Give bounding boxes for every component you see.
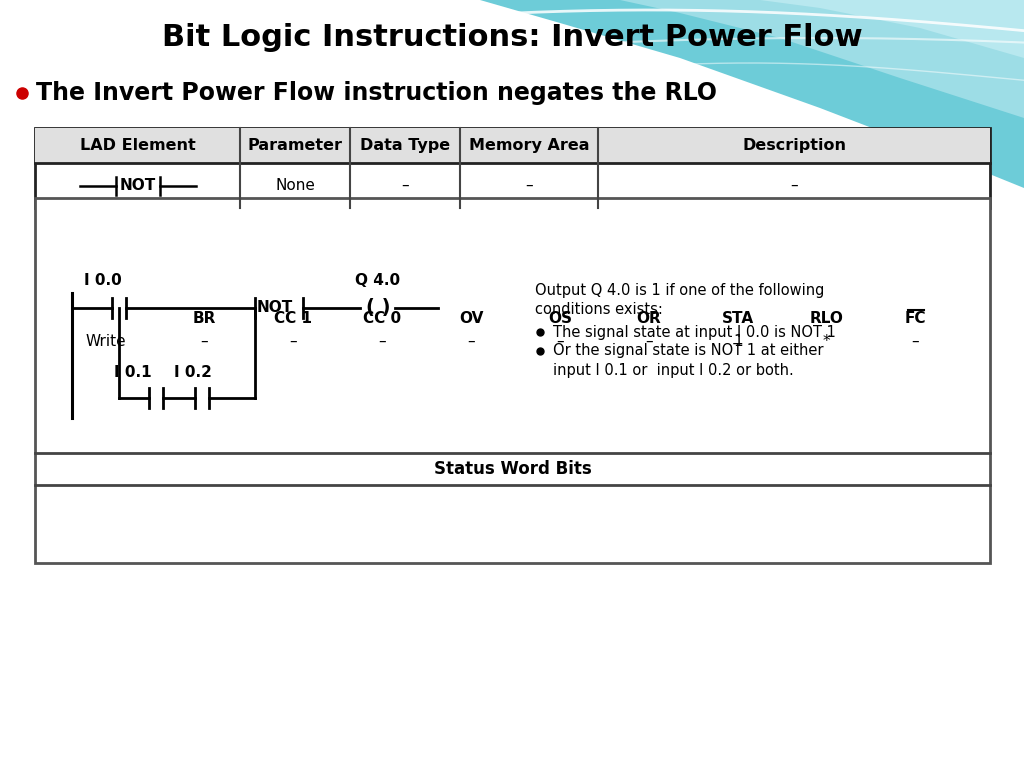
- Text: –: –: [525, 178, 534, 193]
- Text: NOT: NOT: [120, 178, 156, 193]
- Text: Output Q 4.0 is 1 if one of the following: Output Q 4.0 is 1 if one of the followin…: [535, 283, 824, 297]
- Text: LAD Element: LAD Element: [80, 138, 196, 153]
- Text: Status Word Bits: Status Word Bits: [433, 460, 592, 478]
- Text: BR: BR: [193, 311, 216, 326]
- Bar: [35, 128, 990, 163]
- Text: –: –: [379, 334, 386, 349]
- Text: NOT: NOT: [257, 300, 293, 316]
- Text: FC: FC: [905, 311, 927, 326]
- Text: input I 0.1 or  input I 0.2 or both.: input I 0.1 or input I 0.2 or both.: [553, 362, 794, 378]
- Text: –: –: [791, 178, 798, 193]
- Text: Data Type: Data Type: [360, 138, 451, 153]
- Polygon shape: [480, 0, 1024, 188]
- Text: Parameter: Parameter: [248, 138, 343, 153]
- Text: Description: Description: [742, 138, 846, 153]
- Text: The signal state at input I 0.0 is NOT 1: The signal state at input I 0.0 is NOT 1: [553, 325, 836, 339]
- Text: ( ): ( ): [366, 299, 390, 317]
- Text: –: –: [201, 334, 208, 349]
- Text: –: –: [467, 334, 475, 349]
- Text: Memory Area: Memory Area: [469, 138, 590, 153]
- Text: OV: OV: [459, 311, 483, 326]
- Text: –: –: [290, 334, 297, 349]
- Text: –: –: [645, 334, 652, 349]
- Bar: [35, 198, 990, 563]
- Polygon shape: [620, 0, 1024, 118]
- Text: 1: 1: [733, 334, 742, 349]
- Text: CC 1: CC 1: [274, 311, 312, 326]
- Text: Q 4.0: Q 4.0: [355, 273, 400, 288]
- Text: STA: STA: [722, 311, 754, 326]
- Bar: [35, 128, 990, 208]
- Text: The Invert Power Flow instruction negates the RLO: The Invert Power Flow instruction negate…: [36, 81, 717, 105]
- Text: –: –: [401, 178, 409, 193]
- Text: –: –: [911, 334, 920, 349]
- Text: I 0.0: I 0.0: [84, 273, 122, 288]
- Text: I 0.2: I 0.2: [174, 365, 212, 380]
- Text: CC 0: CC 0: [364, 311, 401, 326]
- Text: Bit Logic Instructions: Invert Power Flow: Bit Logic Instructions: Invert Power Flo…: [162, 24, 862, 52]
- Text: OR: OR: [637, 311, 662, 326]
- Polygon shape: [760, 0, 1024, 58]
- Text: None: None: [275, 178, 315, 193]
- Text: Or the signal state is NOT 1 at either: Or the signal state is NOT 1 at either: [553, 343, 823, 359]
- Text: I 0.1: I 0.1: [114, 365, 152, 380]
- Text: *: *: [823, 334, 830, 349]
- Text: RLO: RLO: [810, 311, 844, 326]
- Text: OS: OS: [548, 311, 572, 326]
- Text: Write: Write: [85, 334, 126, 349]
- Text: –: –: [556, 334, 564, 349]
- Text: conditions exists:: conditions exists:: [535, 302, 663, 316]
